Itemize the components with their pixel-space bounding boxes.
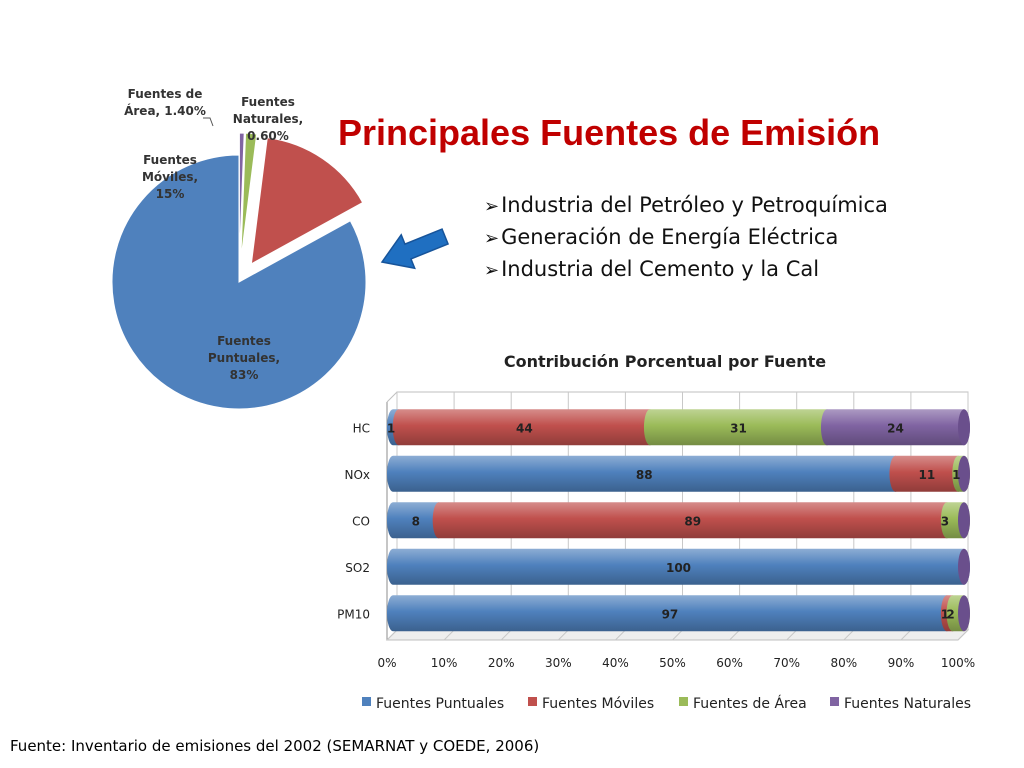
x-tick-label: 90% [888,656,915,670]
bar-data-label: 97 [662,607,679,621]
bar-data-label: 1 [952,468,960,482]
bar-segment [820,409,970,446]
arrow-bullet-icon: ➢ [484,196,500,217]
pie-slice [111,154,367,410]
bullet-item: ➢Industria del Petróleo y Petroquímica [484,190,888,222]
x-tick-label: 80% [830,656,857,670]
x-tick-label: 0% [377,656,396,670]
arrow-shape [380,228,450,270]
x-tick-label: 40% [602,656,629,670]
slide-title: Principales Fuentes de Emisión [338,112,881,153]
legend-label: Fuentes Móviles [542,696,654,712]
bar-end-cap [958,548,970,585]
pie-slice-label: Fuentes Puntuales, 83% [208,334,280,382]
x-tick-label: 60% [716,656,743,670]
bar-data-label: 44 [516,421,533,435]
x-tick-label: 20% [488,656,515,670]
bar-data-label: 31 [730,421,747,435]
pie-slice [238,132,245,261]
pie-label-line: Fuentes [241,95,295,109]
bar-data-label: 100 [666,561,691,575]
bullet-item: ➢Industria del Cemento y la Cal [484,254,888,286]
pie-label-line: Fuentes [217,334,271,348]
bar-data-label: 8 [412,514,420,528]
legend-label: Fuentes Naturales [844,696,971,712]
bar-data-label: 88 [636,468,653,482]
bar-data-label: 2 [946,607,954,621]
pie-slice [250,137,364,265]
category-label: CO [352,514,370,528]
bar-data-label: 89 [684,514,701,528]
legend-swatch [830,697,839,706]
bar-segment [387,595,953,632]
pie-label-line: 0.60% [247,129,289,143]
legend-swatch [362,697,371,706]
category-label: SO2 [345,561,370,575]
arrow-bullet-icon: ➢ [484,260,500,281]
bar-segment [387,502,445,539]
x-tick-label: 30% [545,656,572,670]
bar-chart: Contribución Porcentual por Fuente 0% 10% 2… [337,352,975,670]
bullet-list: ➢Industria del Petróleo y Petroquímica ➢… [484,190,888,286]
x-tick-label: 100% [941,656,975,670]
pie-label-line: 83% [230,368,259,382]
bar-segment [432,502,953,539]
bar-segment [643,409,833,446]
pie-slice [240,132,258,261]
bar-data-label: 1 [387,421,395,435]
pie-slice-label: Fuentes Móviles, 15% [142,153,198,201]
bar-segment [392,409,656,446]
bar-data-label: 24 [887,421,904,435]
legend-label: Fuentes Puntuales [376,696,504,712]
bullet-text: Industria del Cemento y la Cal [501,257,820,281]
bar-end-cap [958,595,970,632]
bar-end-cap [958,455,970,492]
category-label: NOx [344,468,370,482]
bar-segment [387,548,970,585]
pie-slice-label: Fuentes de Área, 1.40% [124,87,206,118]
pie-label-line: Fuentes [143,153,197,167]
category-label: PM10 [337,607,370,621]
chart-legend: Fuentes Puntuales Fuentes Móviles Fuentes … [362,695,971,712]
legend-label: Fuentes de Área [693,695,807,712]
bar-data-label: 1 [941,607,949,621]
category-label: HC [353,421,370,435]
bar-data-label: 11 [919,468,936,482]
pie-label-line: Puntuales, [208,351,280,365]
source-note: Fuente: Inventario de emisiones del 2002… [10,737,540,755]
bullet-text: Generación de Energía Eléctrica [501,225,839,249]
legend-swatch [679,697,688,706]
chart-title: Contribución Porcentual por Fuente [504,352,826,371]
legend-swatch [528,697,537,706]
chart-side-edge [386,391,398,403]
pie-slice-label: Fuentes Naturales, 0.60% [233,95,303,143]
bullet-text: Industria del Petróleo y Petroquímica [501,193,888,217]
pie-chart: Fuentes Puntuales, 83%Fuentes Móviles, 15%Fu… [111,87,367,410]
x-tick-label: 50% [659,656,686,670]
bullet-item: ➢Generación de Energía Eléctrica [484,222,888,254]
pie-label-line: Área, 1.40% [124,103,206,118]
bar-segment [387,455,902,492]
arrow-bullet-icon: ➢ [484,228,500,249]
bar-data-label: 3 [941,514,949,528]
x-tick-label: 10% [431,656,458,670]
pie-label-line: Fuentes de [128,87,203,101]
pie-label-line: Móviles, [142,170,198,184]
pie-label-line: Naturales, [233,112,303,126]
bar-segment [889,455,965,492]
pie-leader-line [203,117,214,127]
arrow-left-icon [380,228,450,270]
pie-label-line: 15% [156,187,185,201]
x-tick-label: 70% [773,656,800,670]
bar-end-cap [958,502,970,539]
bar-end-cap [958,409,970,446]
